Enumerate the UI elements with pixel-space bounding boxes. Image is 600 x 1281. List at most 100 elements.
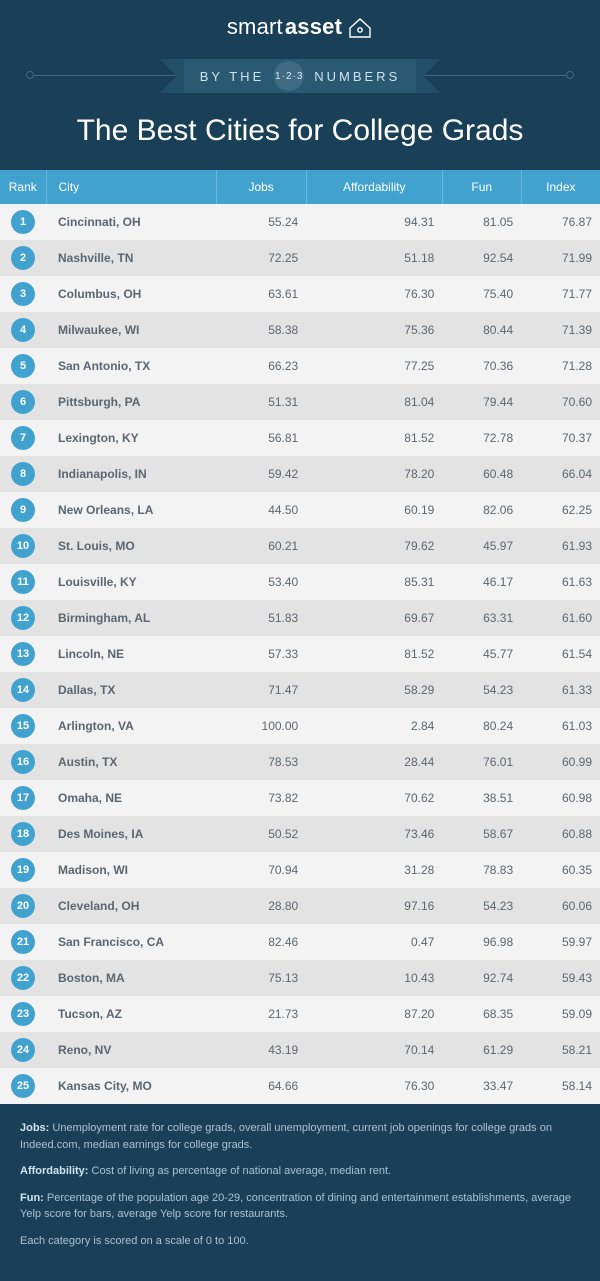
index-cell: 60.99: [521, 744, 600, 780]
table-row: 10St. Louis, MO60.2179.6245.9761.93: [0, 528, 600, 564]
aff-cell: 79.62: [306, 528, 442, 564]
table-row: 19Madison, WI70.9431.2878.8360.35: [0, 852, 600, 888]
rank-badge: 12: [11, 606, 35, 630]
city-cell: Indianapolis, IN: [46, 456, 216, 492]
jobs-cell: 53.40: [216, 564, 306, 600]
fun-cell: 46.17: [442, 564, 521, 600]
table-row: 17Omaha, NE73.8270.6238.5160.98: [0, 780, 600, 816]
table-row: 12Birmingham, AL51.8369.6763.3161.60: [0, 600, 600, 636]
col-jobs: Jobs: [216, 170, 306, 204]
aff-cell: 2.84: [306, 708, 442, 744]
rank-badge: 24: [11, 1038, 35, 1062]
note-aff: Affordability: Cost of living as percent…: [20, 1163, 580, 1180]
jobs-cell: 82.46: [216, 924, 306, 960]
jobs-cell: 58.38: [216, 312, 306, 348]
rank-badge: 11: [11, 570, 35, 594]
jobs-cell: 56.81: [216, 420, 306, 456]
fun-cell: 92.74: [442, 960, 521, 996]
table-row: 13Lincoln, NE57.3381.5245.7761.54: [0, 636, 600, 672]
note-jobs: Jobs: Unemployment rate for college grad…: [20, 1120, 580, 1153]
col-rank: Rank: [0, 170, 46, 204]
rank-cell: 9: [0, 492, 46, 528]
rank-badge: 25: [11, 1074, 35, 1098]
index-cell: 71.39: [521, 312, 600, 348]
fun-cell: 79.44: [442, 384, 521, 420]
city-cell: Boston, MA: [46, 960, 216, 996]
rank-badge: 3: [11, 282, 35, 306]
index-cell: 61.93: [521, 528, 600, 564]
city-cell: Nashville, TN: [46, 240, 216, 276]
index-cell: 71.99: [521, 240, 600, 276]
city-cell: San Francisco, CA: [46, 924, 216, 960]
footer-notes: Jobs: Unemployment rate for college grad…: [0, 1104, 600, 1263]
note-jobs-label: Jobs:: [20, 1122, 49, 1134]
ribbon-left: BY THE: [200, 69, 264, 84]
rank-cell: 5: [0, 348, 46, 384]
city-cell: Lexington, KY: [46, 420, 216, 456]
aff-cell: 77.25: [306, 348, 442, 384]
fun-cell: 70.36: [442, 348, 521, 384]
rank-cell: 4: [0, 312, 46, 348]
jobs-cell: 71.47: [216, 672, 306, 708]
fun-cell: 61.29: [442, 1032, 521, 1068]
index-cell: 58.21: [521, 1032, 600, 1068]
col-fun: Fun: [442, 170, 521, 204]
aff-cell: 69.67: [306, 600, 442, 636]
fun-cell: 76.01: [442, 744, 521, 780]
rank-cell: 6: [0, 384, 46, 420]
rank-badge: 17: [11, 786, 35, 810]
table-body: 1Cincinnati, OH55.2494.3181.0576.872Nash…: [0, 204, 600, 1104]
infographic-container: smartasset BY THE 1·2·3 NUMBERS The Best…: [0, 0, 600, 1281]
index-cell: 60.98: [521, 780, 600, 816]
table-row: 7Lexington, KY56.8181.5272.7870.37: [0, 420, 600, 456]
table-row: 25Kansas City, MO64.6676.3033.4758.14: [0, 1068, 600, 1104]
index-cell: 66.04: [521, 456, 600, 492]
fun-cell: 60.48: [442, 456, 521, 492]
jobs-cell: 21.73: [216, 996, 306, 1032]
index-cell: 70.37: [521, 420, 600, 456]
rank-cell: 21: [0, 924, 46, 960]
jobs-cell: 100.00: [216, 708, 306, 744]
rank-cell: 3: [0, 276, 46, 312]
index-cell: 61.33: [521, 672, 600, 708]
rank-cell: 12: [0, 600, 46, 636]
jobs-cell: 60.21: [216, 528, 306, 564]
fun-cell: 72.78: [442, 420, 521, 456]
fun-cell: 54.23: [442, 888, 521, 924]
aff-cell: 0.47: [306, 924, 442, 960]
table-row: 20Cleveland, OH28.8097.1654.2360.06: [0, 888, 600, 924]
index-cell: 59.43: [521, 960, 600, 996]
city-cell: Cincinnati, OH: [46, 204, 216, 240]
jobs-cell: 73.82: [216, 780, 306, 816]
aff-cell: 81.52: [306, 420, 442, 456]
table-row: 11Louisville, KY53.4085.3146.1761.63: [0, 564, 600, 600]
rank-badge: 22: [11, 966, 35, 990]
index-cell: 71.28: [521, 348, 600, 384]
aff-cell: 87.20: [306, 996, 442, 1032]
rank-cell: 24: [0, 1032, 46, 1068]
brand-part1: smart: [227, 14, 283, 40]
city-cell: Reno, NV: [46, 1032, 216, 1068]
aff-cell: 97.16: [306, 888, 442, 924]
table-row: 18Des Moines, IA50.5273.4658.6760.88: [0, 816, 600, 852]
city-cell: Lincoln, NE: [46, 636, 216, 672]
rank-cell: 19: [0, 852, 46, 888]
table-row: 6Pittsburgh, PA51.3181.0479.4470.60: [0, 384, 600, 420]
aff-cell: 70.62: [306, 780, 442, 816]
ribbon-badge: 1·2·3: [274, 61, 304, 91]
city-cell: Madison, WI: [46, 852, 216, 888]
ribbon: BY THE 1·2·3 NUMBERS: [184, 59, 417, 93]
table-row: 16Austin, TX78.5328.4476.0160.99: [0, 744, 600, 780]
jobs-cell: 57.33: [216, 636, 306, 672]
fun-cell: 78.83: [442, 852, 521, 888]
fun-cell: 63.31: [442, 600, 521, 636]
rank-cell: 17: [0, 780, 46, 816]
fun-cell: 38.51: [442, 780, 521, 816]
city-cell: Birmingham, AL: [46, 600, 216, 636]
aff-cell: 94.31: [306, 204, 442, 240]
table-row: 15Arlington, VA100.002.8480.2461.03: [0, 708, 600, 744]
aff-cell: 81.04: [306, 384, 442, 420]
rank-cell: 7: [0, 420, 46, 456]
rank-cell: 15: [0, 708, 46, 744]
fun-cell: 68.35: [442, 996, 521, 1032]
